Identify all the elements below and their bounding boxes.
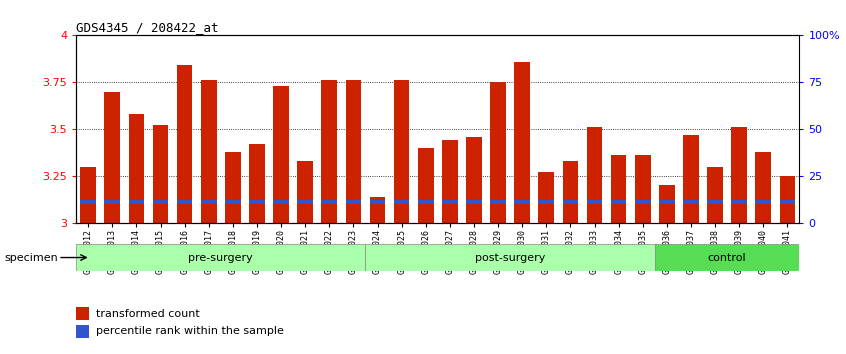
Bar [490,82,506,223]
Bar [201,200,217,204]
Bar [129,200,145,204]
Bar [273,200,289,204]
Bar [321,200,338,204]
Text: post-surgery: post-surgery [475,252,546,263]
Bar [418,200,434,204]
Bar [683,200,699,204]
Text: GDS4345 / 208422_at: GDS4345 / 208422_at [76,21,218,34]
Bar [755,152,772,223]
Bar [538,172,554,223]
Bar [779,176,795,223]
Bar [466,200,482,204]
Bar [779,200,795,204]
Text: pre-surgery: pre-surgery [189,252,253,263]
Bar [490,200,506,204]
Bar [104,200,120,204]
Bar [611,200,627,204]
Bar [249,200,265,204]
Bar [297,200,313,204]
Bar [80,200,96,204]
Bar [683,135,699,223]
Bar [370,200,386,204]
Bar [152,125,168,223]
Bar [655,244,799,271]
Bar [177,200,193,204]
Bar [707,167,723,223]
Bar [514,62,530,223]
Bar [321,80,338,223]
Bar [611,155,627,223]
Bar [634,155,651,223]
Bar [225,200,241,204]
Bar [393,200,409,204]
Bar [514,200,530,204]
Bar [345,80,361,223]
Bar [152,200,168,204]
Bar [104,92,120,223]
Bar [76,244,365,271]
Text: specimen: specimen [4,253,58,263]
Bar [707,200,723,204]
Bar [442,141,458,223]
Bar [297,161,313,223]
Bar [659,200,675,204]
Bar [731,127,747,223]
Text: percentile rank within the sample: percentile rank within the sample [96,326,284,336]
Bar [345,200,361,204]
Bar [586,127,602,223]
Bar [538,200,554,204]
Bar [731,200,747,204]
Bar [177,65,193,223]
Bar [80,167,96,223]
Bar [755,200,772,204]
Bar [466,137,482,223]
Bar [76,325,89,338]
Bar [393,80,409,223]
Bar [249,144,265,223]
Bar [370,197,386,223]
Bar [129,114,145,223]
Text: control: control [708,252,746,263]
Bar [659,185,675,223]
Text: transformed count: transformed count [96,309,201,319]
Bar [273,86,289,223]
Bar [418,148,434,223]
Bar [563,200,579,204]
Bar [634,200,651,204]
Bar [563,161,579,223]
Bar [76,307,89,320]
Bar [201,80,217,223]
Bar [225,152,241,223]
Bar [365,244,655,271]
Bar [442,200,458,204]
Bar [586,200,602,204]
